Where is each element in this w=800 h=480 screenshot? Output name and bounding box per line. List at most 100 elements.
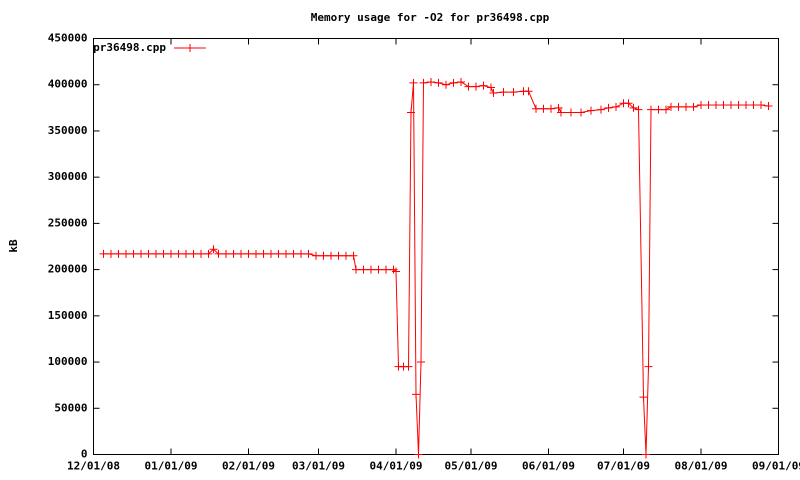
data-point (644, 362, 653, 371)
data-point (499, 88, 508, 97)
data-point (532, 104, 540, 113)
data-point (182, 249, 190, 258)
data-point (704, 101, 713, 110)
data-point (244, 249, 253, 258)
data-point (114, 249, 123, 258)
data-point (274, 249, 283, 258)
data-point (662, 105, 670, 114)
chart-title: Memory usage for -O2 for pr36498.cpp (311, 11, 550, 24)
data-point (682, 102, 690, 111)
data-point (604, 103, 613, 112)
data-point (647, 105, 655, 114)
data-point (639, 393, 648, 402)
data-point (174, 249, 183, 258)
data-point (554, 103, 563, 112)
data-point (214, 249, 223, 258)
data-point (624, 99, 633, 108)
data-point (567, 108, 575, 117)
data-point (137, 249, 145, 258)
x-tick-label: 01/01/09 (145, 460, 198, 473)
data-point (209, 245, 218, 254)
data-point (304, 249, 313, 258)
data-point (577, 108, 585, 117)
data-point (404, 362, 413, 371)
data-point (282, 249, 290, 258)
data-point (222, 249, 230, 258)
data-point (472, 82, 480, 91)
data-point (392, 267, 400, 276)
data-point (167, 249, 175, 258)
x-tick-label: 04/01/09 (370, 460, 423, 473)
y-tick-label: 250000 (48, 216, 88, 229)
data-point (144, 249, 153, 258)
data-point (597, 105, 605, 114)
x-tick-label: 06/01/09 (522, 460, 575, 473)
y-axis-label: kB (7, 239, 20, 253)
data-point (539, 104, 548, 113)
x-tick-label: 03/01/09 (292, 460, 345, 473)
data-point (749, 101, 758, 110)
data-point (197, 249, 205, 258)
x-tick-label: 09/01/09 (752, 460, 800, 473)
y-tick-label: 400000 (48, 78, 88, 91)
y-tick-label: 350000 (48, 124, 88, 137)
data-point (667, 102, 675, 111)
data-point (319, 251, 328, 260)
data-point (129, 249, 138, 258)
data-point (464, 82, 473, 91)
data-point (152, 249, 160, 258)
data-point (734, 101, 743, 110)
data-point (229, 249, 238, 258)
data-point (557, 108, 565, 117)
data-point (757, 101, 765, 110)
data-point (434, 78, 443, 87)
data-point (764, 101, 773, 110)
data-point (697, 101, 705, 110)
data-point (334, 251, 343, 260)
data-point (349, 251, 358, 260)
data-point (204, 249, 213, 258)
data-point (289, 249, 298, 258)
data-point (642, 450, 650, 459)
data-point (509, 88, 518, 97)
y-tick-label: 50000 (54, 401, 87, 414)
data-point (674, 102, 683, 111)
legend-marker (186, 44, 194, 52)
data-point (367, 265, 375, 274)
data-point (587, 106, 595, 115)
data-point (689, 102, 698, 111)
data-point (417, 358, 425, 367)
y-tick-label: 150000 (48, 309, 88, 322)
data-point (297, 249, 305, 258)
y-tick-label: 200000 (48, 263, 88, 276)
data-point (359, 265, 368, 274)
data-point (342, 251, 350, 260)
y-tick-label: 300000 (48, 170, 88, 183)
data-point (159, 249, 168, 258)
data-point (479, 81, 488, 90)
data-point (419, 78, 428, 87)
data-point (442, 80, 450, 89)
data-point (107, 249, 115, 258)
data-point (412, 390, 420, 399)
data-point (427, 77, 435, 86)
data-point (449, 78, 458, 87)
data-point (99, 249, 108, 258)
data-point (742, 101, 750, 110)
data-point (409, 78, 418, 87)
x-tick-label: 02/01/09 (222, 460, 275, 473)
data-point (407, 108, 415, 117)
y-tick-label: 450000 (48, 32, 88, 45)
data-point (237, 249, 245, 258)
data-point (634, 105, 643, 114)
series-line (103, 81, 769, 455)
data-point (712, 101, 720, 110)
y-tick-label: 100000 (48, 355, 88, 368)
data-point (629, 103, 638, 112)
data-point (312, 251, 320, 260)
data-point (457, 77, 465, 86)
x-tick-label: 12/01/08 (67, 460, 120, 473)
y-tick-label: 0 (81, 448, 88, 461)
